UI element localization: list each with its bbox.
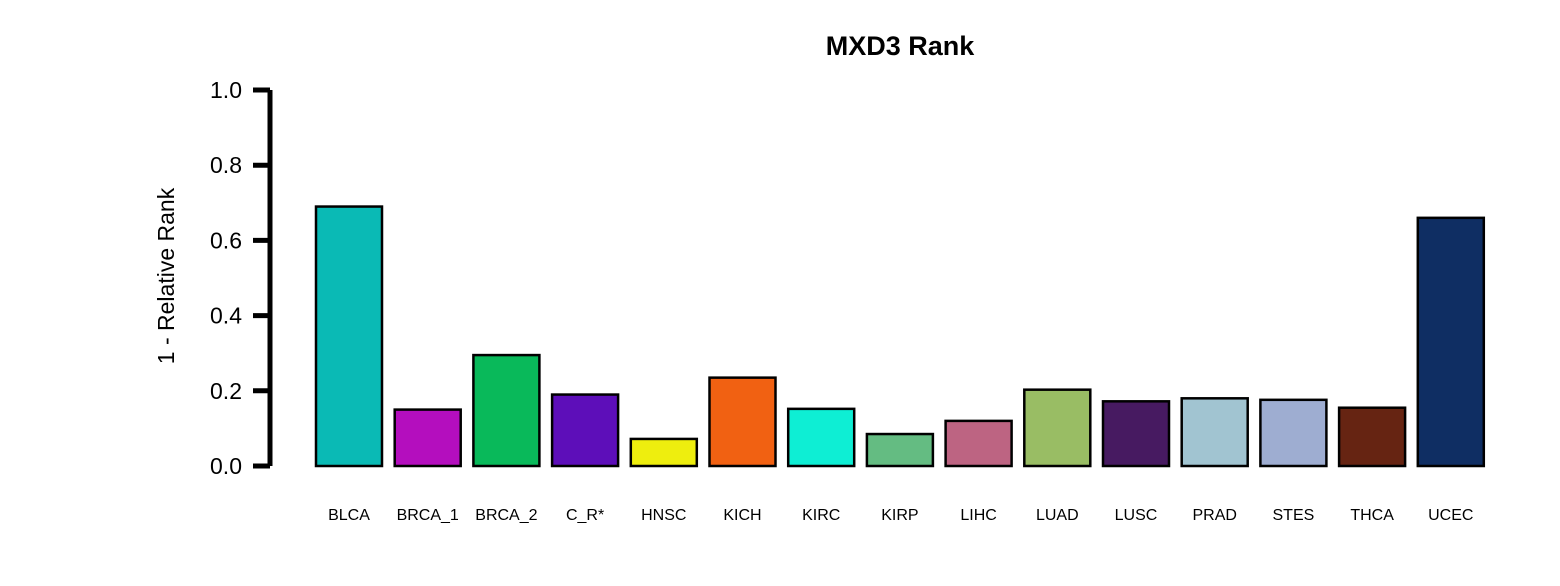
x-tick-label: BRCA_2 (475, 507, 537, 524)
bar-kirp (865, 432, 935, 468)
bar-lihc (944, 419, 1013, 468)
bar-thca (1337, 406, 1407, 468)
y-tick-label: 1.0 (210, 77, 242, 103)
bar-blca (314, 205, 384, 468)
x-tick-label: LUSC (1115, 507, 1158, 524)
x-tick-label: C_R* (566, 507, 604, 524)
x-tick-label: STES (1273, 507, 1315, 524)
bar-lusc (1101, 400, 1171, 468)
x-tick-label: LUAD (1036, 507, 1079, 524)
x-tick-label: KIRP (881, 507, 918, 524)
x-tick-label: HNSC (641, 507, 686, 524)
chart-title: MXD3 Rank (826, 31, 976, 61)
bar-stes (1259, 398, 1328, 468)
bars-group (314, 205, 1486, 468)
x-tick-labels: BLCA BRCA_1 BRCA_2 C_R* HNSC KICH KIRC KIRP LIHC… (328, 507, 1473, 524)
x-tick-label: KICH (723, 507, 761, 524)
bar-brca-2 (472, 353, 541, 468)
bar-kich (708, 376, 777, 468)
y-tick-label: 0.6 (210, 227, 242, 253)
y-tick-label: 0.8 (210, 152, 242, 178)
bar-brca-1 (393, 408, 462, 468)
bar-prad (1180, 397, 1249, 468)
x-tick-label: BRCA_1 (397, 507, 459, 524)
x-tick-label: BLCA (328, 507, 370, 524)
bar-c-r (550, 393, 620, 468)
y-tick-label: 0.2 (210, 378, 242, 404)
x-tick-label: KIRC (802, 507, 840, 524)
y-axis: 0.0 0.2 0.4 0.6 0.8 1.0 (210, 77, 273, 479)
x-tick-label: UCEC (1428, 507, 1473, 524)
y-tick-label: 0.4 (210, 303, 242, 329)
x-tick-label: PRAD (1192, 507, 1236, 524)
bar-ucec (1416, 216, 1486, 468)
bar-hnsc (629, 437, 699, 468)
bar-luad (1023, 388, 1092, 468)
y-tick-label: 0.0 (210, 453, 242, 479)
x-tick-label: THCA (1350, 507, 1394, 524)
bar-kirc (786, 407, 856, 468)
x-tick-label: LIHC (960, 507, 996, 524)
y-axis-label: 1 - Relative Rank (153, 187, 179, 364)
